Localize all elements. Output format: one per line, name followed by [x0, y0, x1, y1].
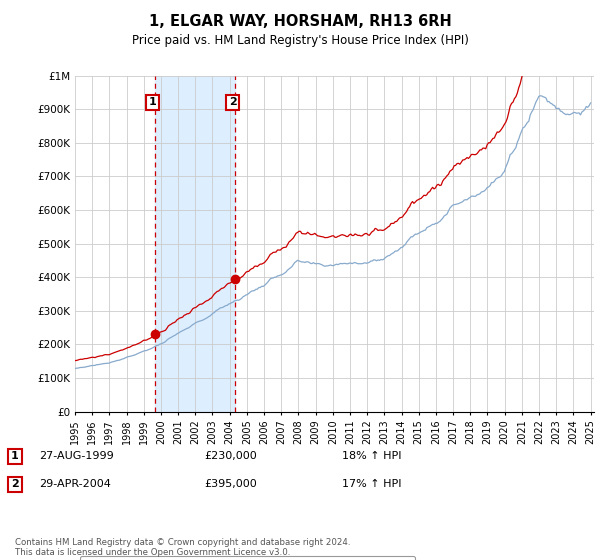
- Text: 1: 1: [148, 97, 156, 108]
- Text: 18% ↑ HPI: 18% ↑ HPI: [342, 451, 401, 461]
- Text: 27-AUG-1999: 27-AUG-1999: [39, 451, 114, 461]
- Text: Price paid vs. HM Land Registry's House Price Index (HPI): Price paid vs. HM Land Registry's House …: [131, 34, 469, 46]
- Text: Contains HM Land Registry data © Crown copyright and database right 2024.
This d: Contains HM Land Registry data © Crown c…: [15, 538, 350, 557]
- Text: £230,000: £230,000: [204, 451, 257, 461]
- Text: 29-APR-2004: 29-APR-2004: [39, 479, 111, 489]
- Text: 2: 2: [11, 479, 19, 489]
- Text: 1: 1: [11, 451, 19, 461]
- Legend: 1, ELGAR WAY, HORSHAM, RH13 6RH (detached house), HPI: Average price, detached h: 1, ELGAR WAY, HORSHAM, RH13 6RH (detache…: [80, 557, 415, 560]
- Text: 1, ELGAR WAY, HORSHAM, RH13 6RH: 1, ELGAR WAY, HORSHAM, RH13 6RH: [149, 14, 451, 29]
- Text: £395,000: £395,000: [204, 479, 257, 489]
- Bar: [155, 76, 235, 412]
- Text: 17% ↑ HPI: 17% ↑ HPI: [342, 479, 401, 489]
- Text: 2: 2: [229, 97, 236, 108]
